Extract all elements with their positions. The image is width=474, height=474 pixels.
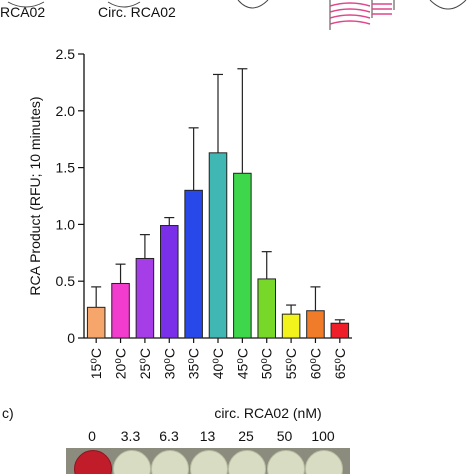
x-tick-label: 30⁰C (161, 348, 177, 379)
concentration-label: 0 (88, 428, 96, 444)
x-tick-label: 20⁰C (113, 348, 129, 379)
bar (135, 257, 155, 339)
concentration-label: 50 (276, 428, 293, 444)
circle-fragment-1 (237, 0, 269, 9)
concentration-label: 25 (238, 428, 254, 444)
circ-rca02-curve (107, 1, 141, 8)
x-tick-label: 65⁰C (332, 348, 348, 379)
panel-c-label: c) (2, 405, 14, 421)
concentration-label: 3.3 (120, 428, 141, 444)
well-plate-photo (66, 448, 350, 474)
y-tick-label: 1.5 (56, 160, 76, 176)
bar (233, 172, 252, 339)
bar (160, 225, 179, 339)
sample-well (189, 450, 228, 474)
chart-error-bars (91, 68, 345, 324)
concentration-title: circ. RCA02 (nM) (214, 405, 322, 421)
bar (86, 306, 106, 339)
rca02-curve (7, 1, 45, 8)
bar (184, 189, 203, 339)
sample-well (266, 450, 305, 474)
bar (306, 310, 325, 339)
chart-bars (86, 152, 350, 339)
x-tick-label: 45⁰C (234, 348, 250, 379)
rca-product-coil-icon (329, 0, 395, 30)
rca-temperature-bar-chart: 0 0.5 1.0 1.5 2.0 2.5 15⁰C 20⁰C 25⁰C 30⁰C 35⁰C 40⁰… (27, 46, 352, 379)
x-tick-label: 40⁰C (210, 348, 226, 379)
y-tick-label: 0 (67, 330, 75, 346)
bar (257, 278, 276, 339)
y-tick-label: 0.5 (56, 273, 76, 289)
x-tick-label: 35⁰C (186, 348, 202, 379)
rca02-label: RCA02 (0, 4, 46, 20)
bar (330, 322, 350, 339)
sample-well (228, 450, 266, 474)
concentration-label: 13 (199, 428, 216, 444)
circ-rca02-label: Circ. RCA02 (98, 4, 176, 20)
bar (208, 152, 228, 339)
concentration-labels: 0 3.3 6.3 13 25 50 100 (70, 428, 350, 448)
x-tick-label: 60⁰C (307, 348, 323, 379)
x-tick-label: 55⁰C (283, 348, 299, 379)
sample-well (112, 450, 151, 474)
x-tick-labels: 15⁰C 20⁰C 25⁰C 30⁰C 35⁰C 40⁰C 45⁰C 50⁰C 55⁰C 60⁰C… (88, 348, 348, 379)
sample-well (74, 450, 112, 474)
y-tick-label: 1.0 (56, 216, 76, 232)
bar (281, 313, 301, 339)
bar (111, 282, 130, 339)
y-axis-label: RCA Product (RFU; 10 minutes) (27, 96, 43, 295)
schematic-header (7, 0, 467, 30)
y-tick-labels: 0 0.5 1.0 1.5 2.0 2.5 (56, 46, 76, 346)
circle-fragment-2 (429, 0, 467, 10)
concentration-label: 100 (311, 428, 335, 444)
y-tick-label: 2.5 (56, 46, 76, 62)
x-tick-label: 25⁰C (137, 348, 153, 379)
sample-well (151, 450, 189, 474)
x-tick-label: 50⁰C (259, 348, 275, 379)
x-tick-label: 15⁰C (88, 348, 104, 379)
y-tick-label: 2.0 (56, 103, 76, 119)
concentration-label: 6.3 (159, 428, 179, 444)
sample-well (305, 450, 343, 474)
